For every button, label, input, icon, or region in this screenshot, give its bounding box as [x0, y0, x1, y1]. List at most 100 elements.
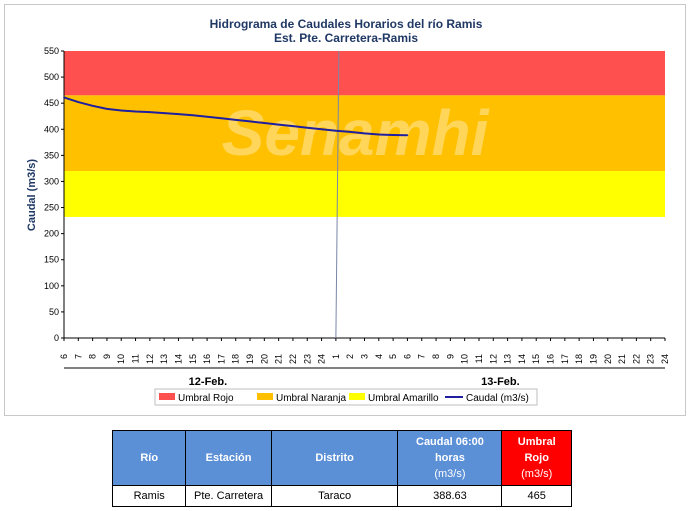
- header-umbral-line2: Rojo: [524, 452, 549, 464]
- data-point-11: [220, 117, 223, 120]
- data-point-15: [277, 123, 280, 126]
- cell-caudal: 388.63: [397, 485, 503, 507]
- hydrograph-chart: Hidrograma de Caudales Horarios del río …: [26, 17, 670, 406]
- day-label-1: 13-Feb.: [481, 376, 520, 388]
- summary-table: Río Estación Distrito Caudal 06:00 horas…: [111, 430, 572, 507]
- x-tick-label-33: 15: [531, 354, 541, 364]
- header-umbral-unit: (m3/s): [521, 468, 553, 480]
- x-tick-label-17: 23: [302, 354, 312, 364]
- cell-umbral: 465: [501, 485, 572, 507]
- data-point-17: [306, 126, 309, 129]
- y-tick-label-7: 350: [44, 150, 59, 160]
- data-point-23: [392, 134, 394, 136]
- data-point-13: [249, 120, 251, 123]
- day-label-0: 12-Feb.: [189, 376, 228, 388]
- y-tick-label-4: 200: [44, 229, 59, 239]
- x-tick-label-32: 14: [517, 354, 527, 364]
- x-tick-label-40: 22: [631, 354, 641, 364]
- header-rio: Río: [111, 430, 187, 486]
- x-tick-label-19: 1: [331, 354, 341, 359]
- x-tick-label-3: 9: [102, 354, 112, 359]
- x-tick-label-29: 11: [474, 354, 484, 363]
- data-point-1: [77, 101, 80, 103]
- x-tick-label-22: 4: [374, 354, 384, 359]
- cell-rio: Ramis: [111, 485, 187, 507]
- x-tick-label-31: 13: [503, 354, 513, 364]
- data-point-22: [378, 133, 380, 136]
- header-distrito: Distrito: [270, 430, 399, 486]
- x-tick-label-34: 16: [546, 354, 556, 364]
- data-point-21: [363, 132, 366, 135]
- x-tick-label-27: 9: [445, 354, 455, 359]
- header-umbral-line1: Umbral: [517, 436, 556, 448]
- data-point-3: [106, 108, 108, 110]
- legend-swatch-2: [349, 393, 365, 400]
- x-tick-label-1: 7: [73, 354, 83, 359]
- legend-label-3: Caudal (m3/s): [466, 393, 529, 404]
- data-point-20: [349, 131, 351, 133]
- data-point-9: [191, 114, 194, 116]
- data-point-2: [91, 104, 94, 107]
- data-point-12: [234, 119, 237, 121]
- y-tick-label-8: 400: [44, 124, 59, 134]
- header-estacion: Estación: [185, 430, 272, 486]
- legend-label-1: Umbral Naranja: [276, 393, 346, 404]
- data-point-16: [292, 125, 294, 127]
- x-tick-label-2: 8: [88, 354, 98, 359]
- data-point-0: [63, 96, 65, 99]
- x-tick-label-20: 2: [345, 354, 355, 359]
- x-tick-label-15: 21: [274, 354, 284, 364]
- y-tick-label-1: 50: [49, 307, 59, 317]
- x-tick-label-16: 22: [288, 354, 298, 364]
- data-point-10: [206, 115, 208, 118]
- x-tick-label-21: 3: [360, 354, 370, 359]
- threshold-band-0: [64, 51, 665, 96]
- x-tick-label-24: 6: [402, 354, 412, 359]
- data-point-24: [406, 134, 409, 137]
- chart-subtitle: Est. Pte. Carretera-Ramis: [274, 31, 418, 45]
- x-tick-label-0: 6: [59, 354, 69, 359]
- y-tick-label-11: 550: [44, 46, 59, 56]
- y-tick-label-3: 150: [44, 255, 59, 265]
- table-row: Ramis Pte. Carretera Taraco 388.63 465: [111, 485, 572, 507]
- x-tick-label-39: 21: [617, 354, 627, 364]
- x-tick-label-14: 20: [259, 354, 269, 364]
- legend-box: [154, 388, 538, 406]
- legend-swatch-0: [159, 393, 175, 400]
- x-tick-label-41: 23: [646, 354, 656, 364]
- header-caudal-line2: horas: [434, 452, 465, 464]
- chart-title: Hidrograma de Caudales Horarios del río …: [210, 17, 483, 31]
- x-tick-label-37: 19: [588, 354, 598, 364]
- threshold-band-2: [64, 171, 665, 217]
- data-point-6: [149, 111, 151, 113]
- cell-estacion: Pte. Carretera: [185, 485, 272, 507]
- legend-label-0: Umbral Rojo: [178, 393, 234, 404]
- x-tick-label-5: 11: [131, 354, 141, 363]
- x-tick-label-42: 24: [660, 354, 670, 364]
- data-point-8: [177, 113, 180, 115]
- current-time-marker: [335, 50, 340, 339]
- y-tick-label-9: 450: [44, 98, 59, 108]
- x-tick-label-7: 13: [159, 354, 169, 364]
- data-point-14: [263, 122, 266, 124]
- x-tick-label-35: 17: [560, 354, 570, 364]
- table-header-row: Río Estación Distrito Caudal 06:00 horas…: [111, 430, 572, 486]
- x-tick-label-30: 12: [488, 354, 498, 364]
- x-tick-label-11: 17: [216, 354, 226, 364]
- x-tick-label-38: 20: [603, 354, 613, 364]
- header-caudal-line1: Caudal 06:00: [416, 436, 484, 448]
- data-point-18: [320, 128, 323, 131]
- x-tick-label-18: 24: [317, 354, 327, 364]
- legend-label-2: Umbral Amarillo: [368, 393, 439, 404]
- x-tick-label-25: 7: [417, 354, 427, 359]
- x-tick-label-4: 10: [116, 354, 126, 364]
- data-point-19: [335, 130, 337, 132]
- x-tick-label-10: 16: [202, 354, 212, 364]
- x-tick-label-9: 15: [188, 354, 198, 364]
- legend-swatch-1: [257, 393, 273, 400]
- x-tick-label-13: 19: [245, 354, 255, 364]
- data-point-4: [120, 109, 123, 112]
- x-tick-label-26: 8: [431, 354, 441, 359]
- data-point-5: [134, 110, 137, 113]
- header-umbral-rojo: Umbral Rojo (m3/s): [501, 430, 572, 486]
